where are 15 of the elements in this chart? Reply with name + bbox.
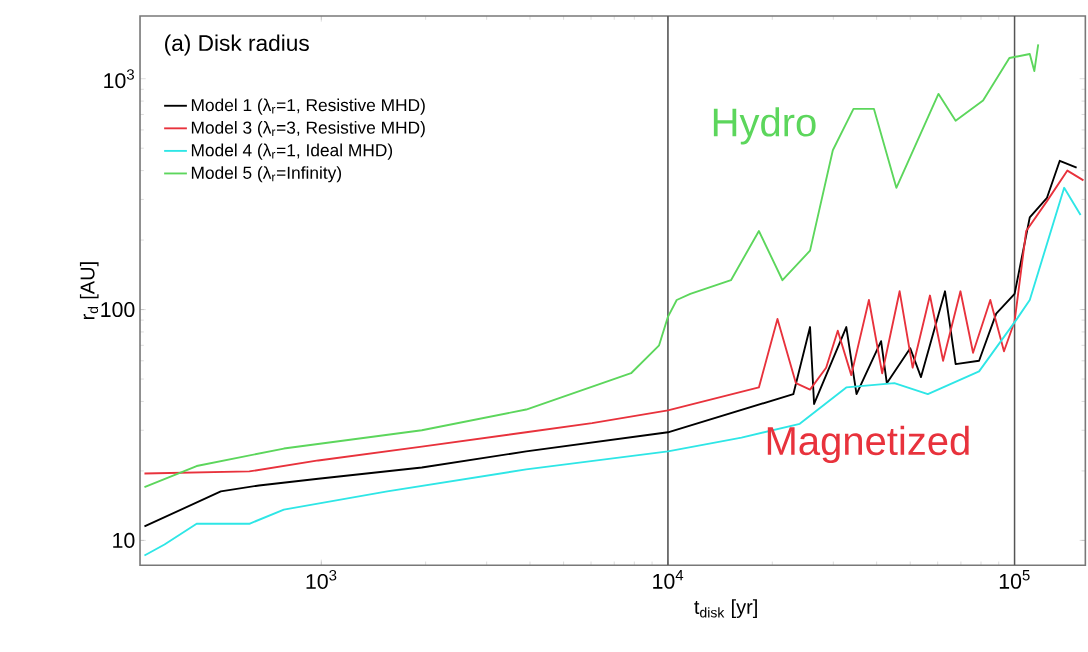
y-axis-title: r$_{d}$ [AU] [79,262,99,320]
x-tick-label: 10$^{5}$ [999,570,1030,589]
legend-label: Model 4 (λ$_{r}$=1, Ideal MHD) [191,143,393,160]
legend-label: Model 3 (λ$_{r}$=3, Resistive MHD) [191,121,425,138]
legend-label: Model 1 (λ$_{r}$=1, Resistive MHD) [191,98,425,115]
y-tick-label: 10 [113,532,135,548]
x-tick-label: 10$^{4}$ [653,570,684,589]
x-tick-label: 10$^{3}$ [306,570,337,590]
annotation: Hydro [713,107,816,145]
annotation: Magnetized [767,425,969,464]
x-axis-title: t$_{disk}$ [yr] [694,599,757,618]
text: (a) Disk radius [165,34,309,56]
legend-label: Model 5 (λ$_{r}$=Infinity) [191,166,342,183]
y-tick-label: 10$^{3}$ [104,69,134,89]
y-tick-label: 100 [101,302,135,318]
